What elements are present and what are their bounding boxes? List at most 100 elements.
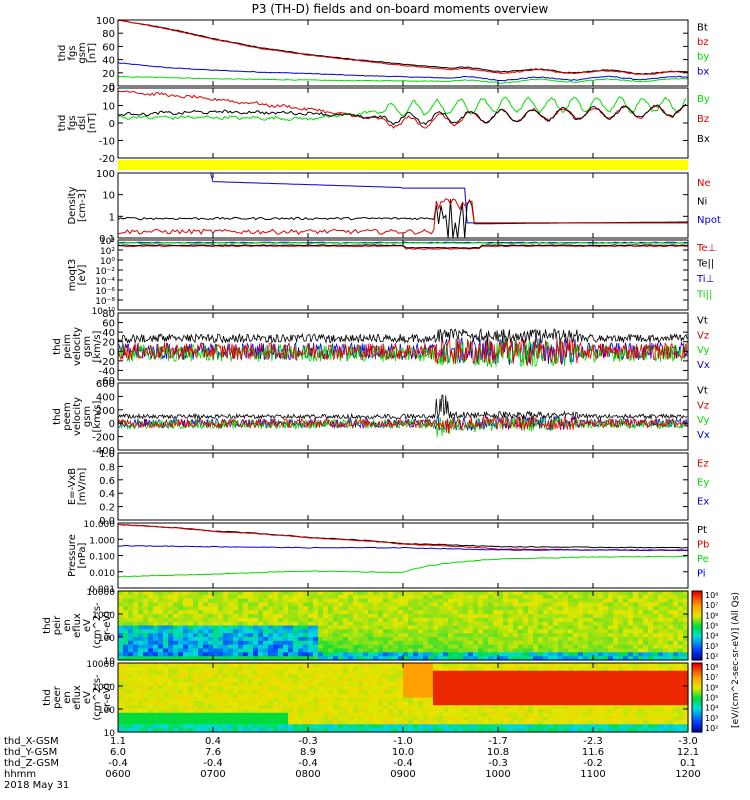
spectrogram-cell [438, 591, 444, 596]
spectrogram-cell [293, 656, 299, 661]
spectrogram-cell [553, 724, 559, 729]
spectrogram-cell [593, 656, 599, 661]
spectrogram-cell [583, 633, 589, 638]
spectrogram-cell [243, 686, 249, 691]
spectrogram-cell [193, 678, 199, 683]
spectrogram-cell [663, 617, 669, 623]
colorbar-tick: 10⁸ [705, 591, 718, 600]
spectrogram-cell [288, 682, 294, 687]
spectrogram-cell [178, 629, 184, 634]
spectrogram-cell [558, 682, 564, 687]
spectrogram-cell [523, 716, 529, 722]
spectrogram-cell [143, 728, 149, 733]
spectrogram-cell [363, 689, 369, 695]
spectrogram-cell [603, 640, 609, 646]
spectrogram-cell [458, 678, 464, 683]
colorbar-peir-swatch [692, 616, 702, 620]
spectrogram-cell [308, 716, 314, 722]
spectrogram-cell [178, 614, 184, 619]
spectrogram-cell [258, 724, 264, 729]
spectrogram-cell [323, 682, 329, 687]
spectrogram-cell [583, 606, 589, 611]
spectrogram-cell [443, 652, 449, 657]
spectrogram-cell [148, 670, 154, 676]
spectrogram-cell [213, 709, 219, 714]
spectrogram-cell [428, 644, 434, 650]
spectrogram-cell [443, 606, 449, 611]
spectrogram-cell [273, 720, 279, 725]
spectrogram-cell [563, 656, 569, 661]
spectrogram-cell [318, 666, 324, 672]
spectrogram-cell [488, 644, 494, 650]
spectrogram-cell [548, 686, 554, 691]
spectrogram-cell [313, 594, 319, 600]
spectrogram-cell [588, 640, 594, 646]
spectrogram-cell [493, 697, 499, 702]
colorbar-tick: 10⁷ [705, 673, 718, 682]
spectrogram-cell [598, 678, 604, 683]
spectrogram-cell [398, 709, 404, 714]
spectrogram-cell [383, 663, 389, 668]
spectrogram-cell [133, 712, 139, 718]
spectrogram-cell [433, 693, 439, 699]
spectrogram-cell [313, 625, 319, 630]
spectrogram-cell [228, 644, 234, 650]
spectrogram-cell [473, 720, 479, 725]
xaxis-value: -3.0 [678, 736, 698, 747]
spectrogram-cell [658, 606, 664, 611]
spectrogram-cell [553, 716, 559, 722]
spectrogram-cell [653, 674, 659, 679]
spectrogram-cell [253, 598, 259, 604]
spectrogram-cell [483, 716, 489, 722]
spectrogram-cell [538, 689, 544, 695]
spectrogram-cell [618, 728, 624, 733]
spectrogram-cell [333, 648, 339, 653]
spectrogram-cell [538, 617, 544, 623]
spectrogram-cell [228, 656, 234, 661]
spectrogram-cell [653, 602, 659, 607]
spectrogram-cell [528, 705, 534, 710]
spectrogram-cell [683, 663, 689, 668]
spectrogram-cell [358, 697, 364, 702]
spectrogram-cell [223, 666, 229, 672]
ylabel-line: E=-VxB [67, 468, 78, 505]
spectrogram-cell [648, 682, 654, 687]
spectrogram-cell [248, 644, 254, 650]
spectrogram-cell [458, 689, 464, 695]
spectrogram-cell [383, 621, 389, 627]
spectrogram-cell [123, 625, 129, 630]
spectrogram-cell [498, 666, 504, 672]
spectrogram-cell [508, 728, 514, 733]
spectrogram-cell [353, 728, 359, 733]
spectrogram-cell [473, 640, 479, 646]
spectrogram-cell [563, 652, 569, 657]
spectrogram-cell [628, 720, 634, 725]
spectrogram-cell [563, 663, 569, 668]
spectrogram-cell [533, 644, 539, 650]
spectrogram-cell [278, 648, 284, 653]
spectrogram-cell [423, 648, 429, 653]
spectrogram-cell [218, 617, 224, 623]
spectrogram-cell [128, 656, 134, 661]
spectrogram-cell [673, 682, 679, 687]
spectrogram-cell [448, 640, 454, 646]
spectrogram-cell [373, 663, 379, 668]
spectrogram-cell [683, 686, 689, 691]
spectrogram-cell [183, 656, 189, 661]
spectrogram-cell [528, 652, 534, 657]
spectrogram-cell [343, 640, 349, 646]
spectrogram-cell [158, 705, 164, 710]
spectrogram-cell [348, 598, 354, 604]
spectrogram-cell [183, 720, 189, 725]
spectrogram-cell [628, 712, 634, 718]
spectrogram-cell [668, 606, 674, 611]
spectrogram-cell [498, 648, 504, 653]
spectrogram-cell [648, 621, 654, 627]
spectrogram-cell [653, 689, 659, 695]
spectrogram-cell [303, 640, 309, 646]
spectrogram-cell [353, 724, 359, 729]
spectrogram-cell [473, 633, 479, 638]
spectrogram-cell [423, 598, 429, 604]
series-line-bz [117, 19, 689, 75]
spectrogram-cell [363, 674, 369, 679]
